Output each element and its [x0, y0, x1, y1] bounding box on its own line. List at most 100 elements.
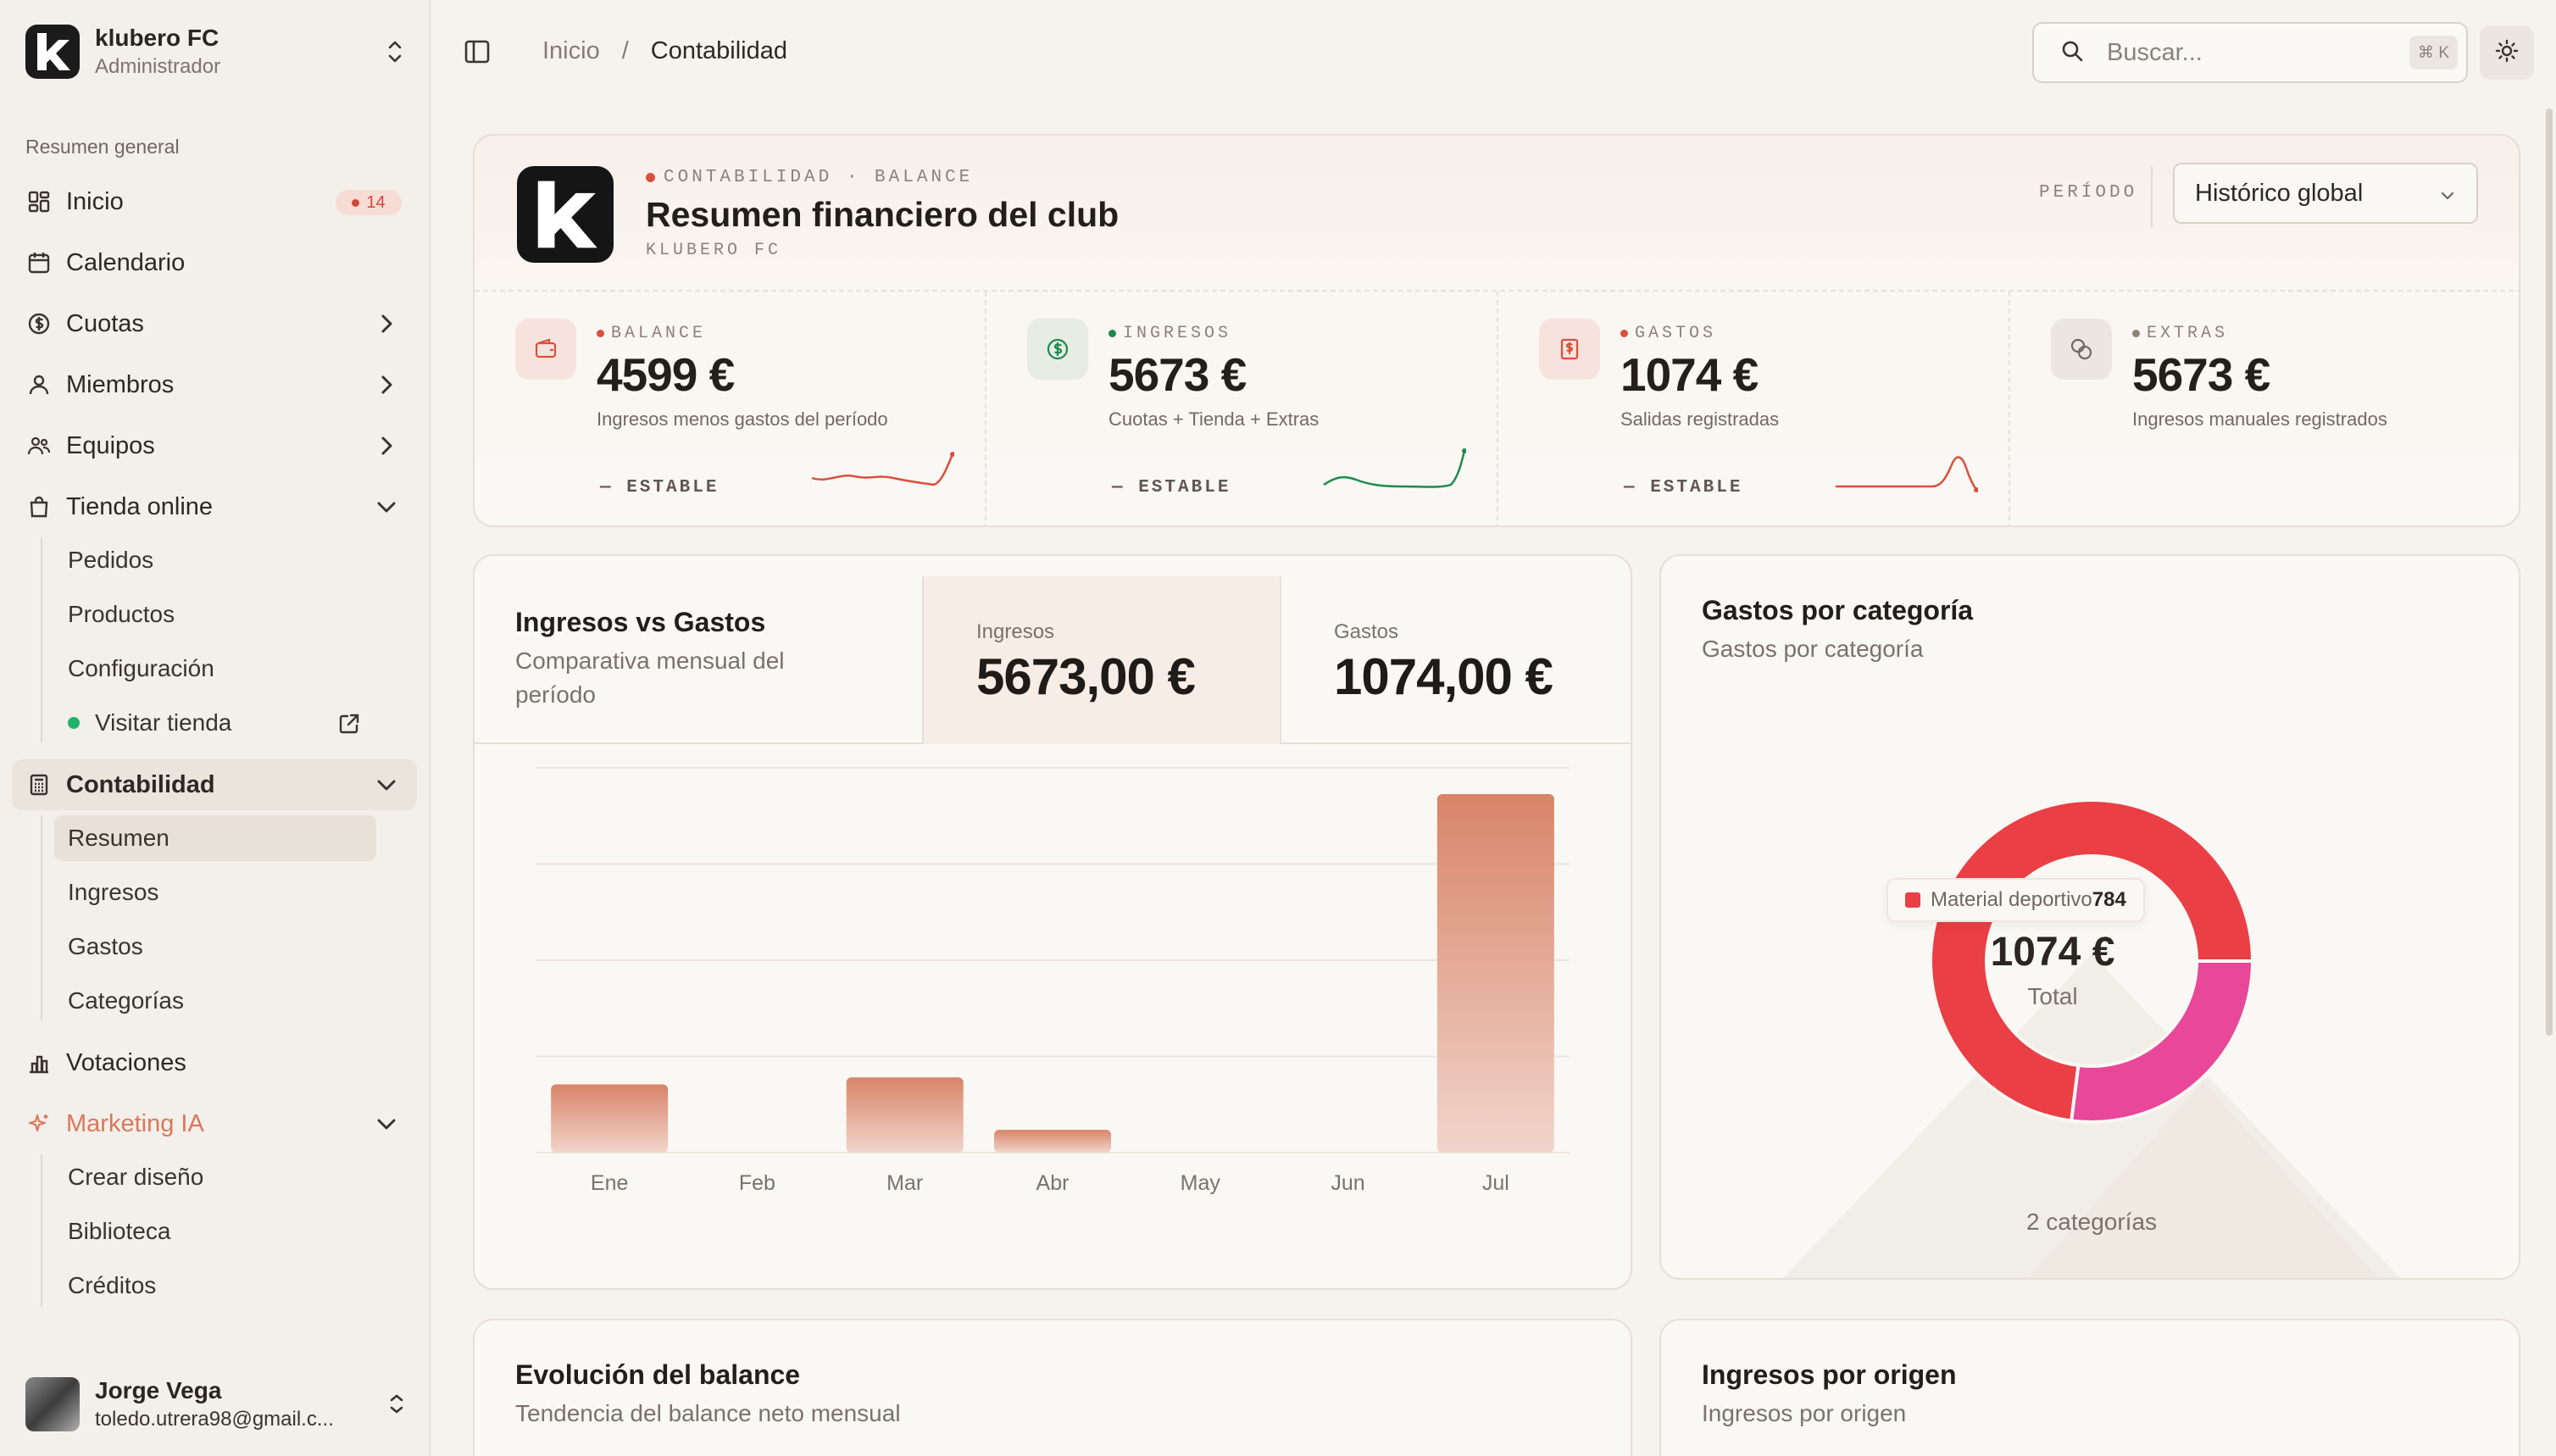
breadcrumb-inicio[interactable]: Inicio: [542, 37, 600, 64]
card-title: Gastos por categoría: [1702, 595, 1974, 625]
bar-mar[interactable]: [846, 1077, 964, 1153]
donut-total-label: Total: [2027, 983, 2078, 1009]
card-title: Evolución del balance: [515, 1359, 801, 1390]
bar-jul[interactable]: [1436, 793, 1554, 1153]
sidebar-item-votaciones[interactable]: Votaciones: [12, 1037, 417, 1088]
wallet-icon: [515, 319, 576, 380]
income-by-source-card: Ingresos por origen Ingresos por origen: [1659, 1319, 2520, 1456]
kpi-value: 5673 €: [2132, 348, 2270, 401]
divider: [2151, 166, 2153, 227]
sparkles-icon: [25, 1110, 53, 1137]
topbar: Inicio / Contabilidad Buscar... ⌘ K: [432, 0, 2556, 105]
chart-tooltip: Material deportivo 784: [1886, 878, 2145, 922]
sidebar-subitem-pedidos[interactable]: Pedidos: [68, 547, 154, 573]
sidebar-subitem-ingresos[interactable]: Ingresos: [68, 879, 159, 905]
club-name: klubero FC: [95, 25, 219, 51]
sidebar-subitem-configuracion[interactable]: Configuración: [68, 655, 214, 681]
kpi-gastos: GASTOS 1074 € Salidas registradas — ESTA…: [1498, 292, 2010, 525]
sidebar-item-calendario[interactable]: Calendario: [12, 237, 417, 288]
income-label: Ingresos: [976, 620, 1055, 643]
period-label: PERÍODO: [2039, 183, 2138, 203]
user-menu[interactable]: Jorge Vega toledo.utrera98@gmail.c...: [25, 1375, 407, 1434]
sidebar-subitem-creditos[interactable]: Créditos: [68, 1272, 157, 1298]
breadcrumb: Inicio / Contabilidad: [542, 37, 787, 65]
sidebar-item-marketing[interactable]: Marketing IA: [12, 1098, 417, 1149]
sidebar-subitem-resumen[interactable]: Resumen: [54, 815, 376, 861]
donut-slice-1[interactable]: [2069, 959, 2255, 1124]
chevron-down-icon: [373, 771, 400, 805]
sidebar-item-label: Cuotas: [66, 309, 144, 337]
external-link-icon: [337, 712, 361, 742]
sidebar-item-label: Contabilidad: [66, 770, 215, 798]
calculator-icon: [25, 771, 53, 798]
sidebar-item-cuotas[interactable]: Cuotas: [12, 298, 417, 349]
club-logo: [25, 25, 80, 79]
x-tick-label: May: [1181, 1171, 1221, 1195]
sidebar-item-equipos[interactable]: Equipos: [12, 420, 417, 471]
coins-icon: [2051, 319, 2112, 380]
chevron-down-icon: [373, 493, 400, 527]
sparkline: [811, 452, 954, 486]
user-icon: [25, 371, 53, 398]
user-name: Jorge Vega: [95, 1377, 222, 1403]
sidebar-item-miembros[interactable]: Miembros: [12, 359, 417, 410]
club-switcher[interactable]: klubero FC Administrador: [25, 22, 407, 81]
financial-summary-card: CONTABILIDAD · BALANCE Resumen financier…: [473, 134, 2520, 527]
card-subtitle: Tendencia del balance neto mensual: [515, 1400, 901, 1426]
kpi-value: 1074 €: [1620, 348, 1759, 401]
kpi-description: Cuotas + Tienda + Extras: [1109, 408, 1320, 430]
sidebar-subitem-gastos[interactable]: Gastos: [68, 933, 143, 959]
card-header: Ingresos vs Gastos Comparativa mensual d…: [475, 556, 1631, 744]
period-select[interactable]: Histórico global: [2173, 163, 2478, 224]
kpi-description: Salidas registradas: [1620, 408, 1780, 430]
sidebar-subitem-productos[interactable]: Productos: [68, 601, 175, 627]
chevrons-up-down-icon[interactable]: [383, 37, 407, 70]
search-input[interactable]: Buscar... ⌘ K: [2032, 22, 2468, 83]
page-title: Resumen financiero del club: [646, 195, 1120, 234]
expenses-by-category-card: Gastos por categoría Gastos por categorí…: [1659, 554, 2520, 1280]
avatar: [25, 1377, 80, 1431]
expenses-total[interactable]: Gastos 1074,00 €: [1281, 576, 1631, 744]
search-icon: [2059, 38, 2085, 68]
sidebar-subitem-categorias[interactable]: Categorías: [68, 987, 184, 1014]
sun-icon: [2494, 38, 2520, 68]
income-total[interactable]: Ingresos 5673,00 €: [922, 576, 1281, 744]
chevron-down-icon: [373, 1110, 400, 1144]
theme-toggle-button[interactable]: [2480, 25, 2534, 80]
users-icon: [25, 432, 53, 459]
sidebar-subitem-crear-diseno[interactable]: Crear diseño: [68, 1164, 204, 1190]
chevron-right-icon: [373, 371, 400, 405]
sidebar-item-label: Votaciones: [66, 1048, 186, 1076]
balance-evolution-card: Evolución del balance Tendencia del bala…: [473, 1319, 1632, 1456]
kpi-label: GASTOS: [1620, 324, 1716, 343]
scrollbar[interactable]: [2546, 108, 2553, 1036]
sparkline: [1323, 448, 1466, 488]
sidebar-toggle-icon[interactable]: [463, 37, 492, 70]
dollar-icon: [1027, 319, 1088, 380]
kpi-description: Ingresos manuales registrados: [2132, 408, 2387, 430]
income-vs-expenses-card: Ingresos vs Gastos Comparativa mensual d…: [473, 554, 1632, 1290]
card-title: Ingresos vs Gastos: [515, 607, 766, 637]
breadcrumb-separator: /: [621, 37, 629, 64]
online-status-dot: [68, 717, 80, 729]
bar-abr[interactable]: [994, 1130, 1111, 1153]
search-placeholder: Buscar...: [2107, 38, 2203, 66]
card-description: Comparativa mensual del período: [515, 647, 785, 708]
sidebar-item-tienda[interactable]: Tienda online: [12, 481, 417, 532]
sidebar-subitem-visitar-tienda[interactable]: Visitar tienda: [54, 700, 376, 746]
card-title: Ingresos por origen: [1702, 1359, 1957, 1390]
kpi-value: 5673 €: [1109, 348, 1247, 401]
sidebar-item-label: Equipos: [66, 431, 155, 459]
bar-chart-icon: [25, 1049, 53, 1076]
sparkline: [1836, 456, 1978, 492]
sidebar-item-contabilidad[interactable]: Contabilidad: [12, 759, 417, 810]
bar-ene[interactable]: [551, 1084, 669, 1153]
kpi-description: Ingresos menos gastos del período: [597, 408, 888, 430]
calendar-icon: [25, 249, 53, 276]
club-logo: [517, 166, 614, 263]
shopping-bag-icon: [25, 493, 53, 520]
sidebar-subitem-biblioteca[interactable]: Biblioteca: [68, 1218, 171, 1244]
sidebar-item-inicio[interactable]: Inicio 14: [12, 176, 417, 227]
sidebar-item-label: Marketing IA: [66, 1109, 204, 1137]
chevrons-up-down-icon[interactable]: [386, 1392, 407, 1421]
